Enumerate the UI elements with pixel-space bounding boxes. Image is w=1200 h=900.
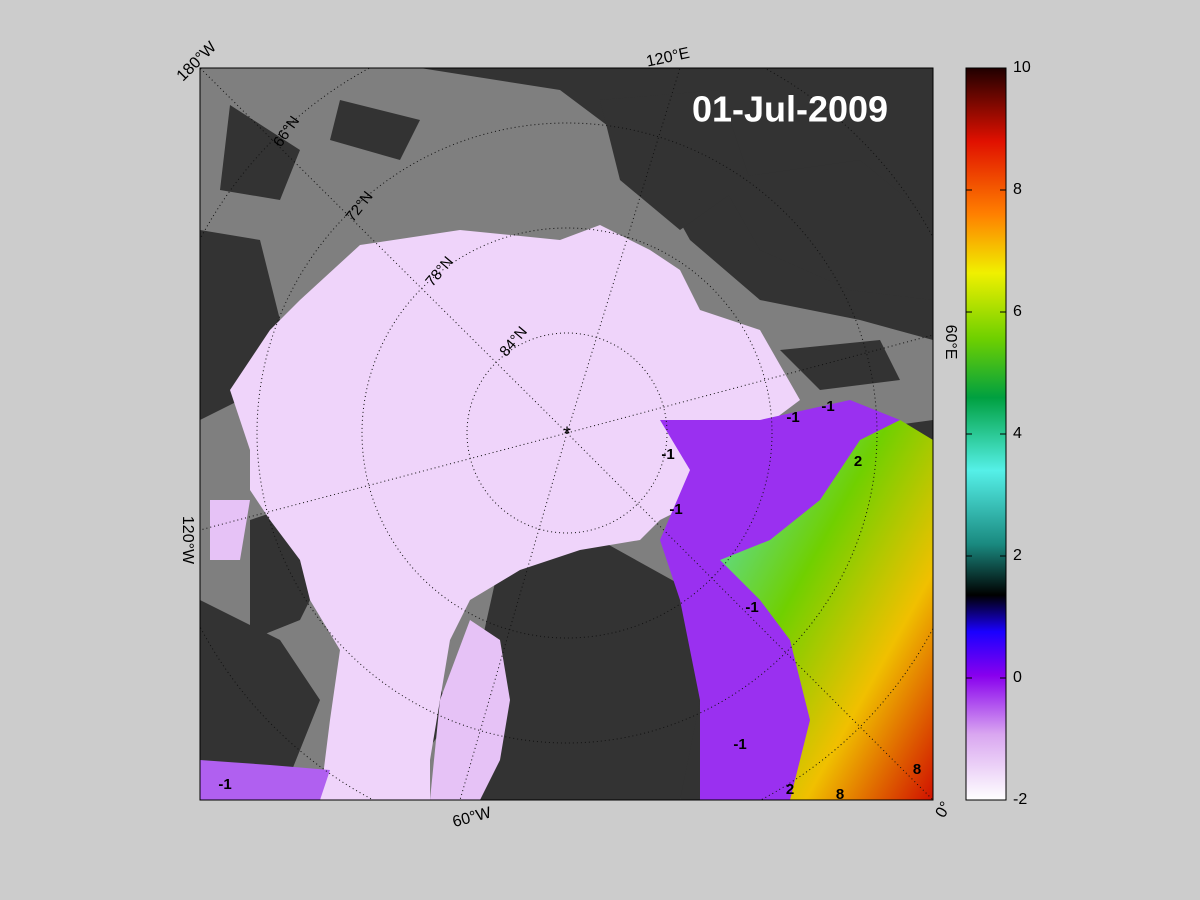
contour-label: -1 <box>821 398 834 415</box>
contour-label: -1 <box>745 599 758 616</box>
contour-label: -1 <box>218 776 231 793</box>
contour-label: -1 <box>733 736 746 753</box>
contour-label: 8 <box>913 761 921 778</box>
pole-marker: * <box>563 423 571 445</box>
contour-label: -1 <box>661 446 674 463</box>
contour-label: 8 <box>836 786 844 803</box>
colorbar-tick-label: 8 <box>1013 181 1022 198</box>
colorbar-tick-label: 10 <box>1013 59 1031 76</box>
colorbar-tick-label: -2 <box>1013 791 1027 808</box>
longitude-label: 60°E <box>942 325 959 360</box>
map: * <box>200 68 933 800</box>
longitude-label: 0° <box>933 799 955 821</box>
sea-ice-region <box>210 500 510 800</box>
colorbar-tick-label: 6 <box>1013 303 1022 320</box>
contour-label: 2 <box>854 453 862 470</box>
map-frame <box>199 67 934 801</box>
latitude-circle <box>466 332 668 534</box>
contour-label: -1 <box>669 501 682 518</box>
date-title: 01-Jul-2009 <box>692 89 888 130</box>
longitude-label: 60°W <box>451 804 494 831</box>
sea-ice-region <box>230 225 800 800</box>
meridian <box>200 432 568 531</box>
cold-water-region <box>200 760 330 800</box>
colorbar-tick-label: 2 <box>1013 547 1022 564</box>
colorbar-tick-label: 4 <box>1013 425 1022 442</box>
warm-water-region <box>720 420 933 800</box>
colorbar-tick-label: 0 <box>1013 669 1022 686</box>
latitude-circle <box>361 227 773 639</box>
contour-label: -1 <box>786 409 799 426</box>
latitude-circle <box>256 122 878 744</box>
longitude-label: 120°E <box>645 45 691 71</box>
graticule <box>200 68 933 800</box>
longitude-label: 120°W <box>179 516 196 565</box>
contour-label: 2 <box>786 781 794 798</box>
